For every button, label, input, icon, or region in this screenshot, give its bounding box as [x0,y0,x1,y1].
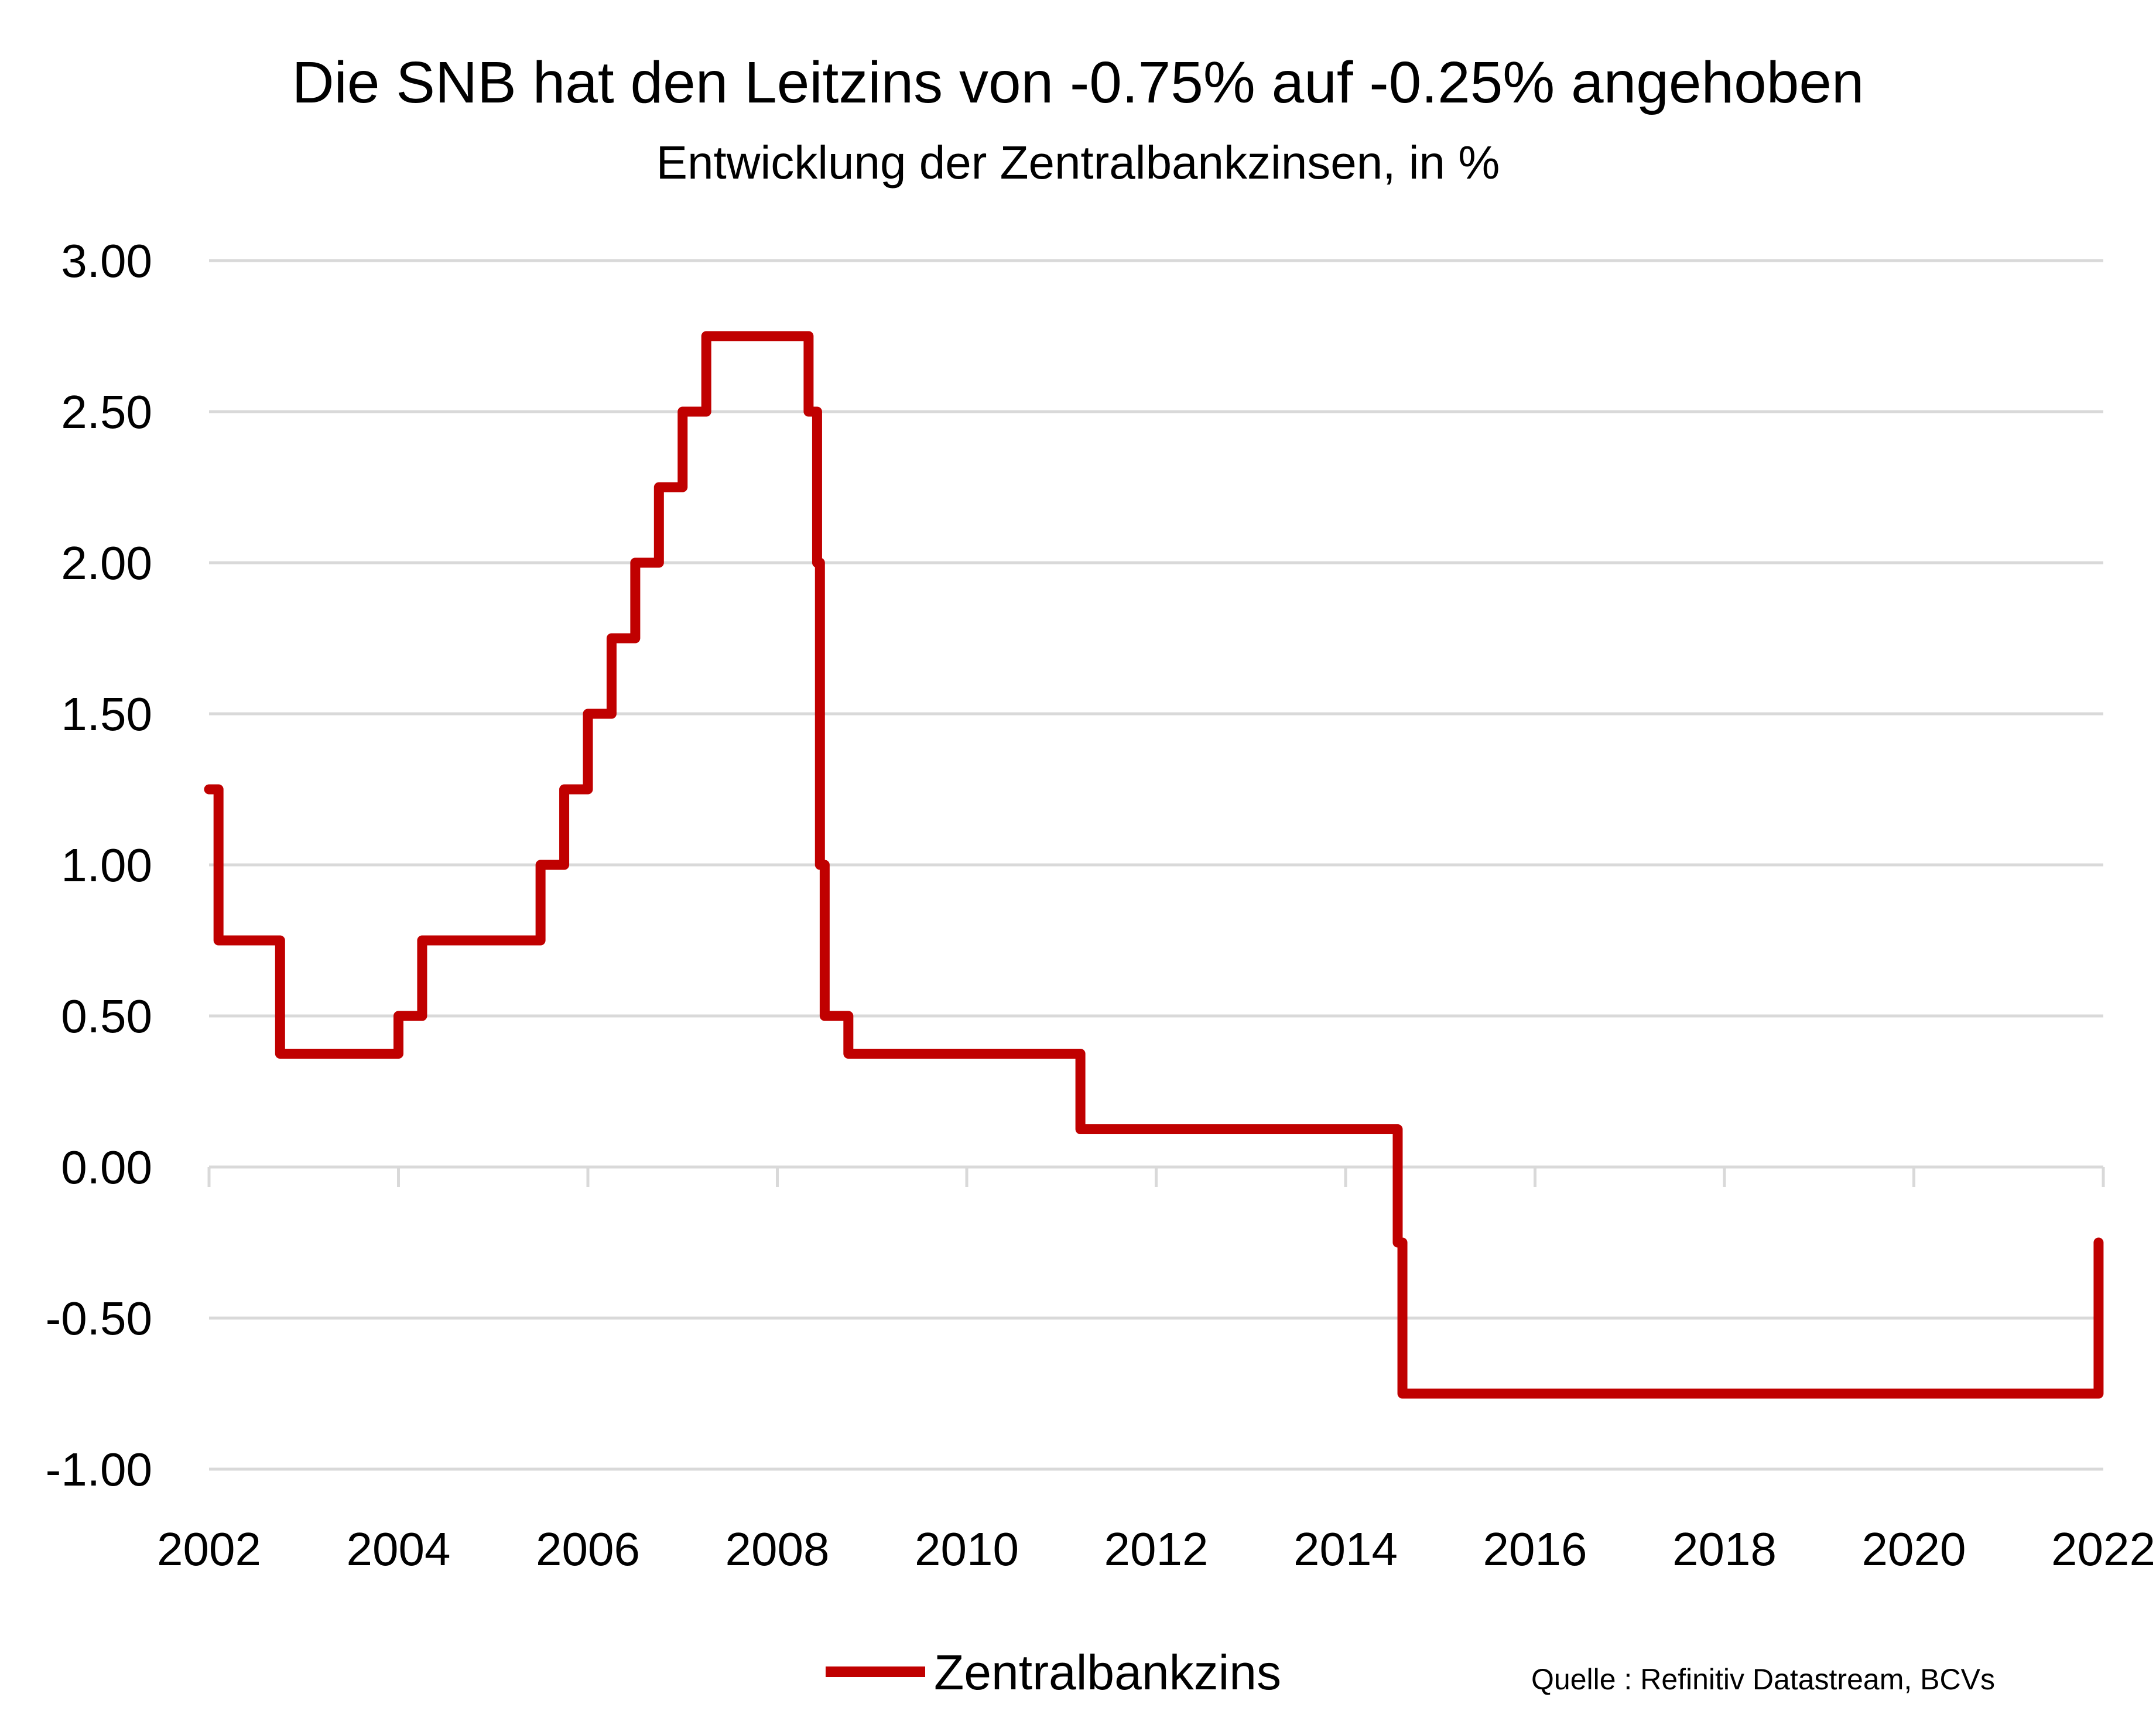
y-tick-label: 3.00 [61,235,152,287]
x-tick-labels: 2002 2004 2006 2008 2010 2012 2014 2016 2018 2020… [157,1523,2155,1575]
x-tick-label: 2018 [1672,1523,1777,1575]
series-line-0 [204,331,2104,1399]
x-tick-label: 2008 [725,1523,830,1575]
y-tick-label: 0.00 [61,1141,152,1193]
x-tick-label: 2004 [347,1523,451,1575]
source-note: Quelle : Refinitiv Datastream, BCVs [1531,1663,1995,1696]
y-tick-label: 0.50 [61,990,152,1042]
grid [209,259,2103,1471]
x-tick-label: 2014 [1293,1523,1398,1575]
chart-title: Die SNB hat den Leitzins von -0.75% auf … [292,50,1864,115]
x-tick-label: 2016 [1483,1523,1587,1575]
chart-subtitle: Entwicklung der Zentralbankzinsen, in % [656,136,1500,189]
x-tick-label: 2010 [915,1523,1019,1575]
x-axis [207,1165,2105,1187]
y-tick-labels: 3.00 2.50 2.00 1.50 1.00 0.50 0.00 -0.50 -1.00 [46,235,152,1496]
x-tick-label: 2002 [157,1523,261,1575]
y-tick-label: 1.00 [61,839,152,891]
x-tick-label: 2006 [536,1523,640,1575]
legend-label: Zentralbankzins [934,1645,1281,1700]
legend: Zentralbankzins [826,1645,1281,1700]
y-tick-label: 1.50 [61,688,152,740]
x-tick-label: 2022 [2051,1523,2155,1575]
x-tick-label: 2020 [1862,1523,1966,1575]
y-tick-label: -0.50 [46,1292,152,1344]
series-layer [204,331,2104,1399]
y-tick-label: 2.50 [61,386,152,438]
y-tick-label: -1.00 [46,1443,152,1496]
x-tick-label: 2012 [1104,1523,1209,1575]
y-tick-label: 2.00 [61,537,152,589]
